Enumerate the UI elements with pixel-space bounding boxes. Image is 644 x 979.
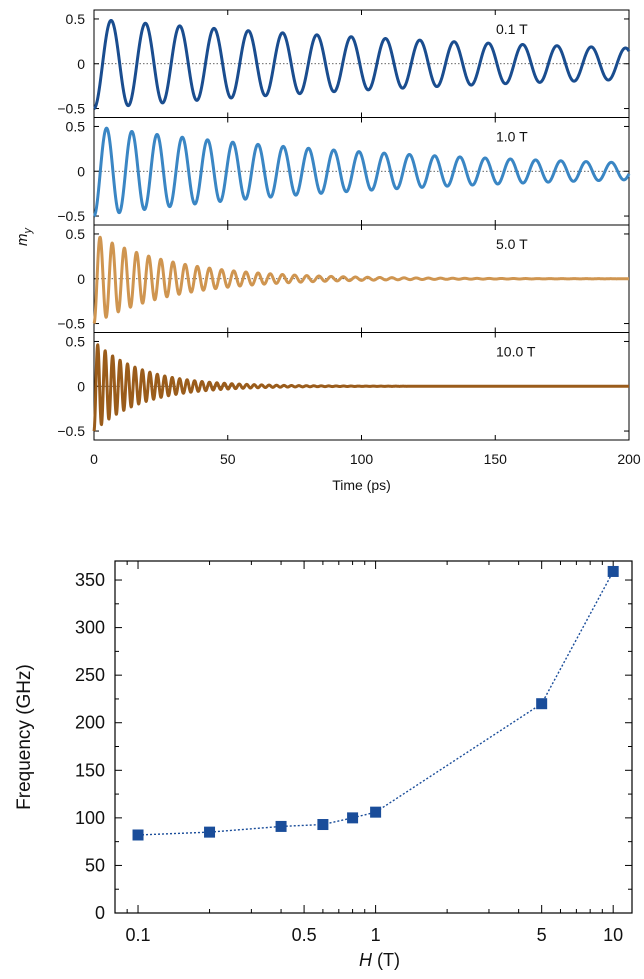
y-tick-label: 300 [75,618,105,638]
y-tick-label: 0 [77,271,85,287]
x-axis-unit: (T) [372,950,400,970]
x-tick-label: 0.5 [292,925,317,945]
data-point [347,812,358,823]
trace-2 [94,237,629,323]
x-tick-label: 50 [220,451,236,467]
y-tick-label: 350 [75,570,105,590]
y-tick-label: −0.5 [57,101,85,117]
x-tick-label: 0.1 [126,925,151,945]
field-label: 10.0 T [496,344,536,360]
y-tick-label: 0 [95,903,105,923]
x-tick-label: 200 [617,451,641,467]
frequency-vs-field-chart: 0 50 100 150 200 250 300 350 0.1 0.5 1 5 10 H (T) Freq… [14,561,632,970]
panel-0: −0.5 0 0.5 0.1 T [57,10,629,118]
y-tick-label: 0.5 [66,333,86,349]
data-point [133,829,144,840]
panel-2: −0.5 0 0.5 5.0 T [57,225,629,333]
y-axis-title: Frequency (GHz) [14,664,35,810]
trace-3 [94,345,629,431]
y-tick-label: −0.5 [57,208,85,224]
y-tick-label: 0 [77,378,85,394]
x-axis-title: Time (ps) [332,477,391,493]
y-tick-label: −0.5 [57,423,85,439]
y-axis-title-sub: y [22,227,34,235]
y-tick-label: 0.5 [66,11,86,27]
x-tick-label: 5 [537,925,547,945]
y-tick-label: 250 [75,665,105,685]
panel-1: −0.5 0 0.5 1.0 T [57,118,629,226]
data-point [317,819,328,830]
data-point [276,821,287,832]
y-tick-label: 0.5 [66,226,86,242]
plot-frame [115,561,632,913]
field-label: 5.0 T [496,236,528,252]
data-point [536,698,547,709]
data-point [370,807,381,818]
field-label: 1.0 T [496,129,528,145]
y-tick-label: 200 [75,713,105,733]
y-tick-label: 0.5 [66,118,86,134]
x-axis-variable: H [359,950,373,970]
data-point [204,827,215,838]
trace-0 [94,20,629,108]
y-tick-label: 0 [77,56,85,72]
trace-1 [94,128,629,216]
x-tick-label: 100 [350,451,374,467]
y-tick-label: 150 [75,760,105,780]
y-axis-title: my [14,227,34,247]
y-axis-title-main: m [14,234,31,247]
x-tick-label: 10 [603,925,623,945]
y-tick-label: 100 [75,808,105,828]
field-label: 0.1 T [496,21,528,37]
x-axis-title: H (T) [359,950,400,970]
x-tick-label: 0 [90,451,98,467]
y-tick-label: 0 [77,163,85,179]
x-tick-label: 150 [484,451,508,467]
data-point [608,566,619,577]
time-traces-chart: −0.500.50.1 T−0.500.51.0 T−0.500.55.0 T−… [14,10,641,493]
y-tick-label: 50 [85,855,105,875]
panel-3: −0.5 0 0.5 10.0 T [57,333,629,441]
x-tick-label: 1 [371,925,381,945]
y-tick-label: −0.5 [57,316,85,332]
